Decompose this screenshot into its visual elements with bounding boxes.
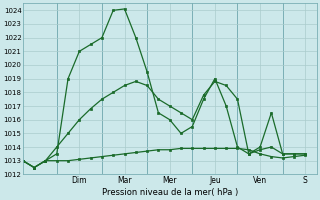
X-axis label: Pression niveau de la mer( hPa ): Pression niveau de la mer( hPa ) — [101, 188, 238, 197]
